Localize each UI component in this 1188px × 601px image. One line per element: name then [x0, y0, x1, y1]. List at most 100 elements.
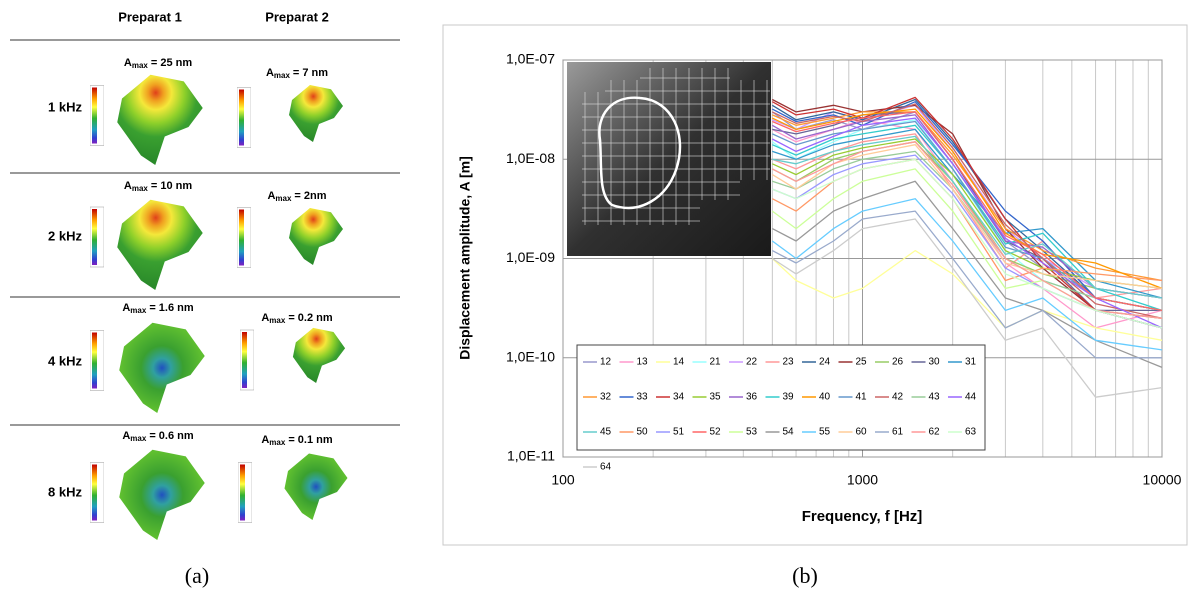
- legend-label: 45: [600, 427, 612, 438]
- legend-label: 62: [929, 427, 941, 438]
- amplitude-label: Amax = 25 nm: [124, 57, 192, 70]
- y-tick-label: 1,0E-10: [506, 348, 555, 364]
- legend-label: 30: [929, 357, 941, 368]
- row-label: 2 kHz: [48, 228, 82, 243]
- y-tick-label: 1,0E-08: [506, 150, 555, 166]
- amplitude-label: Amax = 10 nm: [124, 180, 192, 193]
- amplitude-label: Amax = 1.6 nm: [122, 302, 194, 315]
- amax-subscript: max: [275, 194, 292, 203]
- series-line: [771, 101, 1163, 312]
- column-header: Preparat 2: [265, 9, 329, 24]
- series-line: [771, 141, 1163, 319]
- amax-symbol: A: [122, 302, 130, 314]
- series-line: [772, 124, 1163, 312]
- panel-b-frame: [442, 24, 1188, 546]
- legend-label: 14: [673, 357, 685, 368]
- legend-label: 42: [892, 392, 904, 403]
- amax-value: = 0.6 nm: [149, 430, 194, 442]
- legend-label: 36: [746, 392, 758, 403]
- amax-symbol: A: [122, 430, 130, 442]
- legend-label: 64: [600, 462, 612, 473]
- series-line: [772, 128, 1163, 299]
- y-tick-label: 1,0E-11: [507, 448, 555, 464]
- legend-label: 22: [746, 357, 758, 368]
- series-line: [771, 96, 1163, 329]
- series-line: [771, 117, 1163, 329]
- series-line: [772, 111, 1163, 312]
- legend: 12 13 14 21 22 23 24 25 26 30 31 32 33 34 35 36 39 40 41 42…: [576, 344, 986, 473]
- legend-label: 53: [746, 427, 758, 438]
- row-label: 4 kHz: [48, 353, 82, 368]
- legend-label: 41: [856, 392, 868, 403]
- series-line: [772, 108, 1163, 290]
- legend-label: 26: [892, 357, 904, 368]
- amax-value: = 2nm: [294, 190, 326, 202]
- amax-value: = 0.2 nm: [288, 312, 333, 324]
- caption: (b): [792, 563, 818, 588]
- amax-symbol: A: [266, 67, 274, 79]
- x-tick-label: 100: [551, 472, 575, 488]
- legend-label: 32: [600, 392, 612, 403]
- amax-symbol: A: [124, 180, 132, 192]
- legend-label: 13: [637, 357, 649, 368]
- legend-label: 40: [819, 392, 831, 403]
- legend-label: 55: [819, 427, 831, 438]
- legend-label: 61: [892, 427, 904, 438]
- amax-subscript: max: [269, 316, 286, 325]
- legend-label: 39: [783, 392, 795, 403]
- amax-value: = 7 nm: [293, 67, 328, 79]
- amax-subscript: max: [132, 184, 149, 193]
- legend-label: 44: [965, 392, 977, 403]
- legend-label: 52: [710, 427, 722, 438]
- amax-subscript: max: [130, 306, 147, 315]
- legend-label: 63: [965, 427, 977, 438]
- amax-subscript: max: [132, 61, 149, 70]
- amplitude-label: Amax = 2nm: [267, 190, 326, 203]
- amplitude-label: Amax = 0.6 nm: [122, 430, 194, 443]
- amax-subscript: max: [130, 434, 147, 443]
- amplitude-label: Amax = 0.2 nm: [261, 312, 333, 325]
- series-line: [771, 119, 1163, 329]
- amax-symbol: A: [261, 434, 269, 446]
- legend-label: 33: [637, 392, 649, 403]
- series-line: [771, 218, 1163, 398]
- legend-label: 51: [673, 427, 685, 438]
- caption: (a): [185, 563, 209, 588]
- amplitude-label: Amax = 7 nm: [266, 67, 328, 80]
- legend-label: 43: [929, 392, 941, 403]
- legend-label: 23: [783, 357, 795, 368]
- legend-label: 31: [965, 357, 977, 368]
- legend-label: 50: [637, 427, 649, 438]
- legend-label: 35: [710, 392, 722, 403]
- amax-symbol: A: [267, 190, 275, 202]
- amax-value: = 0.1 nm: [288, 434, 333, 446]
- series-line: [771, 114, 1163, 299]
- amax-value: = 10 nm: [151, 180, 192, 192]
- legend-label: 34: [673, 392, 685, 403]
- amax-value: = 1.6 nm: [149, 302, 194, 314]
- x-tick-label: 1000: [847, 472, 878, 488]
- row-label: 1 kHz: [48, 99, 82, 114]
- series-line: [772, 158, 1163, 329]
- column-header: Preparat 1: [118, 9, 182, 24]
- inset-image: [567, 62, 771, 256]
- series-line: [772, 135, 1163, 299]
- legend-label: 24: [819, 357, 831, 368]
- amax-symbol: A: [124, 57, 132, 69]
- series-line: [772, 150, 1163, 312]
- y-axis-label: Displacement amplitude, A [m]: [457, 156, 473, 360]
- amax-subscript: max: [269, 438, 286, 447]
- amax-value: = 25 nm: [151, 57, 192, 69]
- row-label: 8 kHz: [48, 484, 82, 499]
- legend-label: 25: [856, 357, 868, 368]
- x-axis-label: Frequency, f [Hz]: [802, 508, 923, 525]
- amax-subscript: max: [274, 71, 291, 80]
- series-line: [771, 198, 1163, 351]
- series-line: [771, 144, 1163, 290]
- amax-symbol: A: [261, 312, 269, 324]
- series-line: [771, 210, 1162, 359]
- legend-label: 54: [783, 427, 795, 438]
- legend-label: 12: [600, 357, 612, 368]
- x-tick-label: 10000: [1143, 472, 1182, 488]
